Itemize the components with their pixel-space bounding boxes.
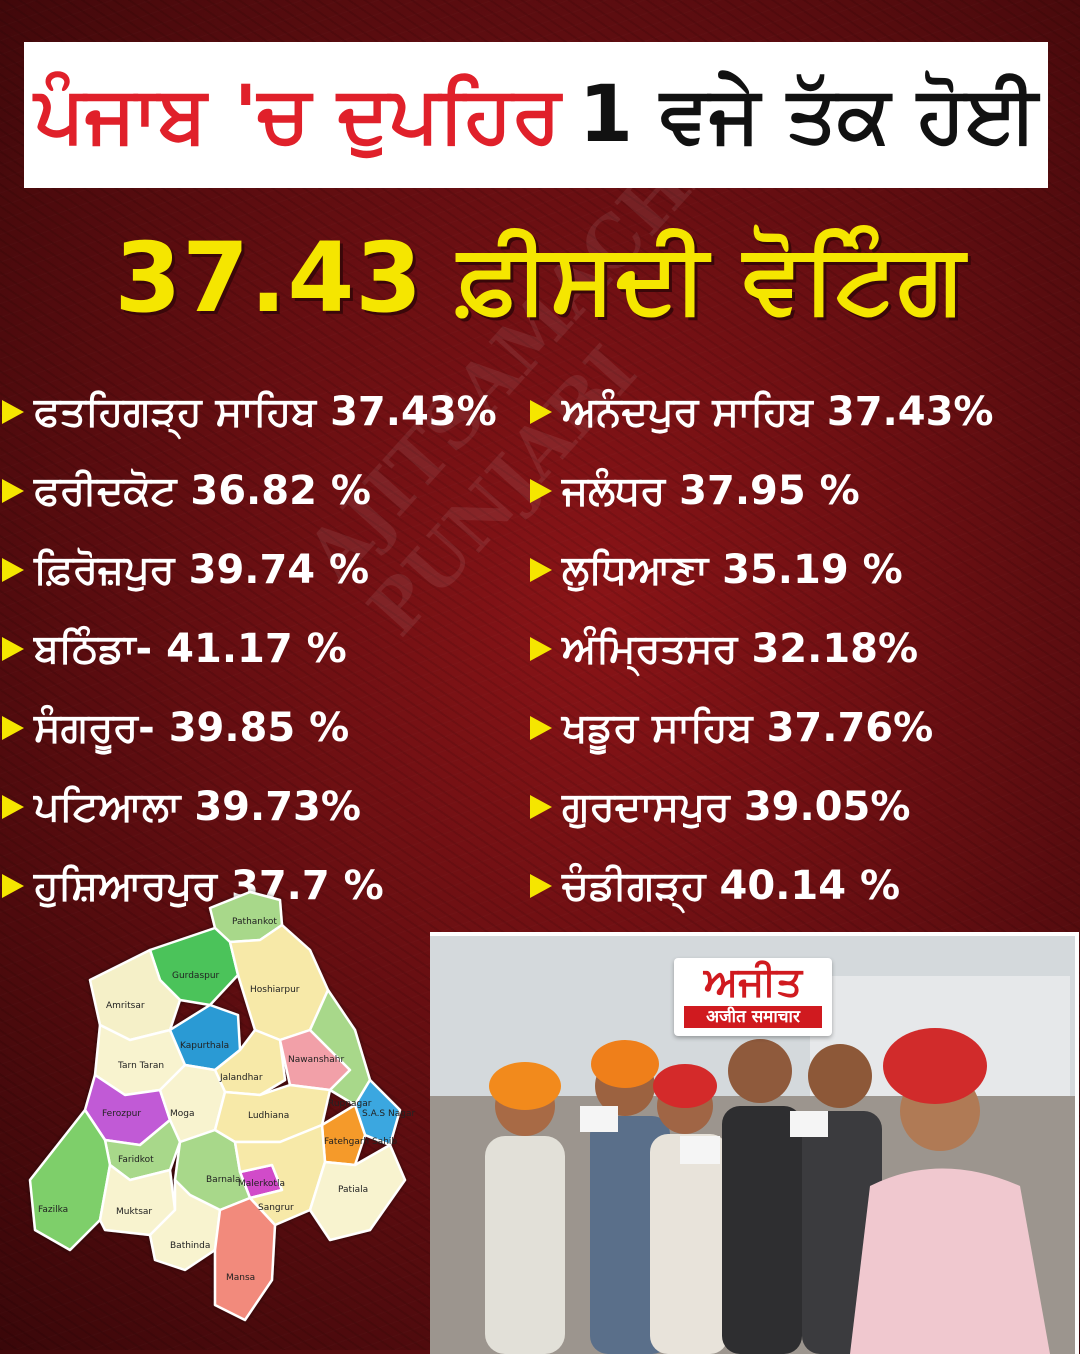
turnout-value: 37.95 % (679, 467, 860, 514)
arrow-icon (2, 636, 24, 661)
district-sas-nagar (353, 1078, 402, 1147)
list-item: ਬਠਿੰਡਾ- 41.17 % (2, 609, 497, 688)
list-item: ਖਡੂਰ ਸਾਹਿਬ 37.76% (530, 688, 994, 767)
arrow-icon (2, 557, 24, 582)
arrow-icon (530, 557, 552, 582)
map-label-sangrur: Sangrur (258, 1203, 294, 1213)
list-item: ਅੰਮ੍ਰਿਤਸਰ 32.18% (530, 609, 994, 688)
map-label-kapurthala: Kapurthala (180, 1041, 229, 1051)
arrow-icon (530, 873, 552, 898)
map-label-ferozpur: Ferozpur (102, 1109, 141, 1119)
punjab-map-svg: Pathankot Gurdaspur Amritsar Hoshiarpur … (28, 890, 415, 1322)
arrow-icon (530, 715, 552, 740)
constituency-name: ਬਠਿੰਡਾ- (34, 625, 153, 672)
logo-sub-text: अजीत समाचार (684, 1006, 822, 1028)
headline-red-text: ਪੰਜਾਬ 'ਚ ਦੁਪਹਿਰ (34, 69, 561, 160)
map-label-sas-nagar: S.A.S Nagar (362, 1109, 415, 1119)
turnout-value: 39.73% (194, 783, 361, 830)
list-item: ਚੰਡੀਗੜ੍ਹ 40.14 % (530, 846, 994, 925)
turnout-value: 35.19 % (722, 546, 903, 593)
constituency-name: ਸੰਗਰੂਰ- (34, 704, 155, 751)
constituency-name: ਚੰਡੀਗੜ੍ਹ (562, 862, 706, 909)
headline-black-text: 1 ਵਜੇ ਤੱਕ ਹੋਈ (578, 69, 1038, 160)
turnout-value: 32.18% (751, 625, 919, 672)
map-label-faridkot: Faridkot (118, 1155, 154, 1165)
arrow-icon (530, 399, 552, 424)
logo-main-text: ਅਜੀਤ (703, 959, 803, 1005)
turnout-value: 39.74 % (188, 546, 370, 593)
constituency-name: ਅੰਮ੍ਰਿਤਸਰ (562, 625, 738, 672)
map-label-fatehgarh: Fatehgarh Sahib (324, 1137, 397, 1147)
list-item: ਜਲੰਧਰ 37.95 % (530, 451, 994, 530)
map-label-gurdaspur: Gurdaspur (172, 971, 220, 981)
turnout-value: 37.43% (330, 388, 497, 435)
arrow-icon (2, 715, 24, 740)
punjab-map: Pathankot Gurdaspur Amritsar Hoshiarpur … (10, 880, 430, 1342)
arrow-icon (2, 478, 24, 503)
left-constituency-list: ਫਤਹਿਗੜ੍ਹ ਸਾਹਿਬ 37.43% ਫਰੀਦਕੋਟ 36.82 % ਫ਼ਿਰ… (2, 372, 497, 925)
map-label-moga: Moga (170, 1109, 195, 1119)
list-item: ਗੁਰਦਾਸਪੁਰ 39.05% (530, 767, 994, 846)
turnout-value: 41.17 % (166, 625, 347, 672)
district-patiala (308, 1143, 407, 1242)
right-constituency-list: ਅਨੰਦਪੁਰ ਸਾਹਿਬ 37.43% ਜਲੰਧਰ 37.95 % ਲੁਧਿਆਣਾ… (530, 372, 994, 925)
map-label-barnala: Barnala (206, 1175, 240, 1185)
list-item: ਅਨੰਦਪੁਰ ਸਾਹਿਬ 37.43% (530, 372, 994, 451)
list-item: ਫ਼ਿਰੋਜ਼ਪੁਰ 39.74 % (2, 530, 497, 609)
map-label-hoshiarpur: Hoshiarpur (250, 985, 300, 995)
map-label-nawanshahr: Nawanshahr (288, 1055, 344, 1065)
constituency-name: ਪਟਿਆਲਾ (34, 783, 181, 830)
map-label-tarn-taran: Tarn Taran (117, 1061, 164, 1071)
turnout-value: 39.05% (743, 783, 911, 830)
list-item: ਫਤਹਿਗੜ੍ਹ ਸਾਹਿਬ 37.43% (2, 372, 497, 451)
turnout-value: 40.14 % (719, 862, 901, 909)
headline-box: ਪੰਜਾਬ 'ਚ ਦੁਪਹਿਰ 1 ਵਜੇ ਤੱਕ ਹੋਈ (24, 42, 1048, 188)
map-label-rupnagar: Rupnagar (328, 1099, 372, 1109)
constituency-name: ਫ਼ਿਰੋਜ਼ਪੁਰ (34, 546, 175, 593)
list-item: ਸੰਗਰੂਰ- 39.85 % (2, 688, 497, 767)
constituency-name: ਲੁਧਿਆਣਾ (562, 546, 709, 593)
voters-illustration (430, 936, 1075, 1354)
constituency-name: ਹੁਸ਼ਿਆਰਪੁਰ (34, 862, 217, 909)
voters-photo: ਅਜੀਤ अजीत समाचार (430, 932, 1079, 1354)
turnout-value: 36.82 % (190, 467, 371, 514)
list-item: ਲੁਧਿਆਣਾ 35.19 % (530, 530, 994, 609)
map-label-mansa: Mansa (226, 1273, 255, 1283)
constituency-name: ਅਨੰਦਪੁਰ ਸਾਹਿਬ (562, 388, 813, 435)
map-label-fazilka: Fazilka (38, 1205, 68, 1215)
constituency-name: ਫਰੀਦਕੋਟ (34, 467, 177, 514)
arrow-icon (2, 399, 24, 424)
map-label-muktsar: Muktsar (116, 1207, 152, 1217)
constituency-name: ਜਲੰਧਰ (562, 467, 666, 514)
map-label-jalandhar: Jalandhar (219, 1073, 263, 1083)
map-label-ludhiana: Ludhiana (248, 1111, 289, 1121)
district-fazilka (28, 1108, 112, 1252)
district-rupnagar (308, 988, 372, 1107)
constituency-name: ਖਡੂਰ ਸਾਹਿਬ (562, 704, 753, 751)
map-label-amritsar: Amritsar (106, 1001, 145, 1011)
district-fatehgarh-sahib (320, 1103, 367, 1167)
arrow-icon (530, 478, 552, 503)
constituency-name: ਗੁਰਦਾਸਪੁਰ (562, 783, 730, 830)
constituency-name: ਫਤਹਿਗੜ੍ਹ ਸਾਹਿਬ (34, 388, 317, 435)
arrow-icon (530, 636, 552, 661)
arrow-icon (2, 873, 24, 898)
map-label-pathankot: Pathankot (232, 917, 277, 927)
turnout-value: 37.43% (826, 388, 994, 435)
arrow-icon (530, 794, 552, 819)
subheadline: 37.43 ਫ਼ੀਸਦੀ ਵੋਟਿੰਗ (114, 222, 966, 334)
map-label-bathinda: Bathinda (170, 1241, 210, 1251)
arrow-icon (2, 794, 24, 819)
district-mansa (213, 1196, 277, 1322)
turnout-value: 39.85 % (168, 704, 350, 751)
list-item: ਪਟਿਆਲਾ 39.73% (2, 767, 497, 846)
map-label-patiala: Patiala (338, 1185, 368, 1195)
list-item: ਫਰੀਦਕੋਟ 36.82 % (2, 451, 497, 530)
map-label-malerkotla: Malerkotla (238, 1179, 285, 1189)
turnout-value: 37.76% (766, 704, 934, 751)
newspaper-logo: ਅਜੀਤ अजीत समाचार (674, 958, 832, 1036)
